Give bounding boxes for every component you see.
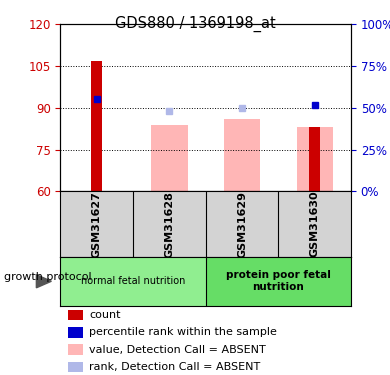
Text: percentile rank within the sample: percentile rank within the sample bbox=[89, 327, 277, 337]
Bar bbox=[60, 257, 206, 306]
Text: count: count bbox=[89, 310, 121, 320]
Bar bbox=[151, 124, 188, 191]
Text: GSM31629: GSM31629 bbox=[237, 190, 247, 258]
Text: rank, Detection Call = ABSENT: rank, Detection Call = ABSENT bbox=[89, 362, 260, 372]
Bar bbox=[91, 60, 102, 191]
Bar bbox=[296, 127, 333, 191]
Bar bbox=[309, 127, 320, 191]
Bar bbox=[224, 119, 260, 191]
Text: GDS880 / 1369198_at: GDS880 / 1369198_at bbox=[115, 16, 275, 32]
Bar bbox=[206, 257, 351, 306]
Text: normal fetal nutrition: normal fetal nutrition bbox=[81, 276, 185, 286]
Polygon shape bbox=[36, 274, 51, 288]
Text: GSM31627: GSM31627 bbox=[92, 190, 102, 258]
Text: growth protocol: growth protocol bbox=[4, 273, 92, 282]
Text: GSM31630: GSM31630 bbox=[310, 191, 320, 257]
Text: protein poor fetal
nutrition: protein poor fetal nutrition bbox=[226, 270, 331, 292]
Text: GSM31628: GSM31628 bbox=[165, 190, 174, 258]
Text: value, Detection Call = ABSENT: value, Detection Call = ABSENT bbox=[89, 345, 266, 354]
